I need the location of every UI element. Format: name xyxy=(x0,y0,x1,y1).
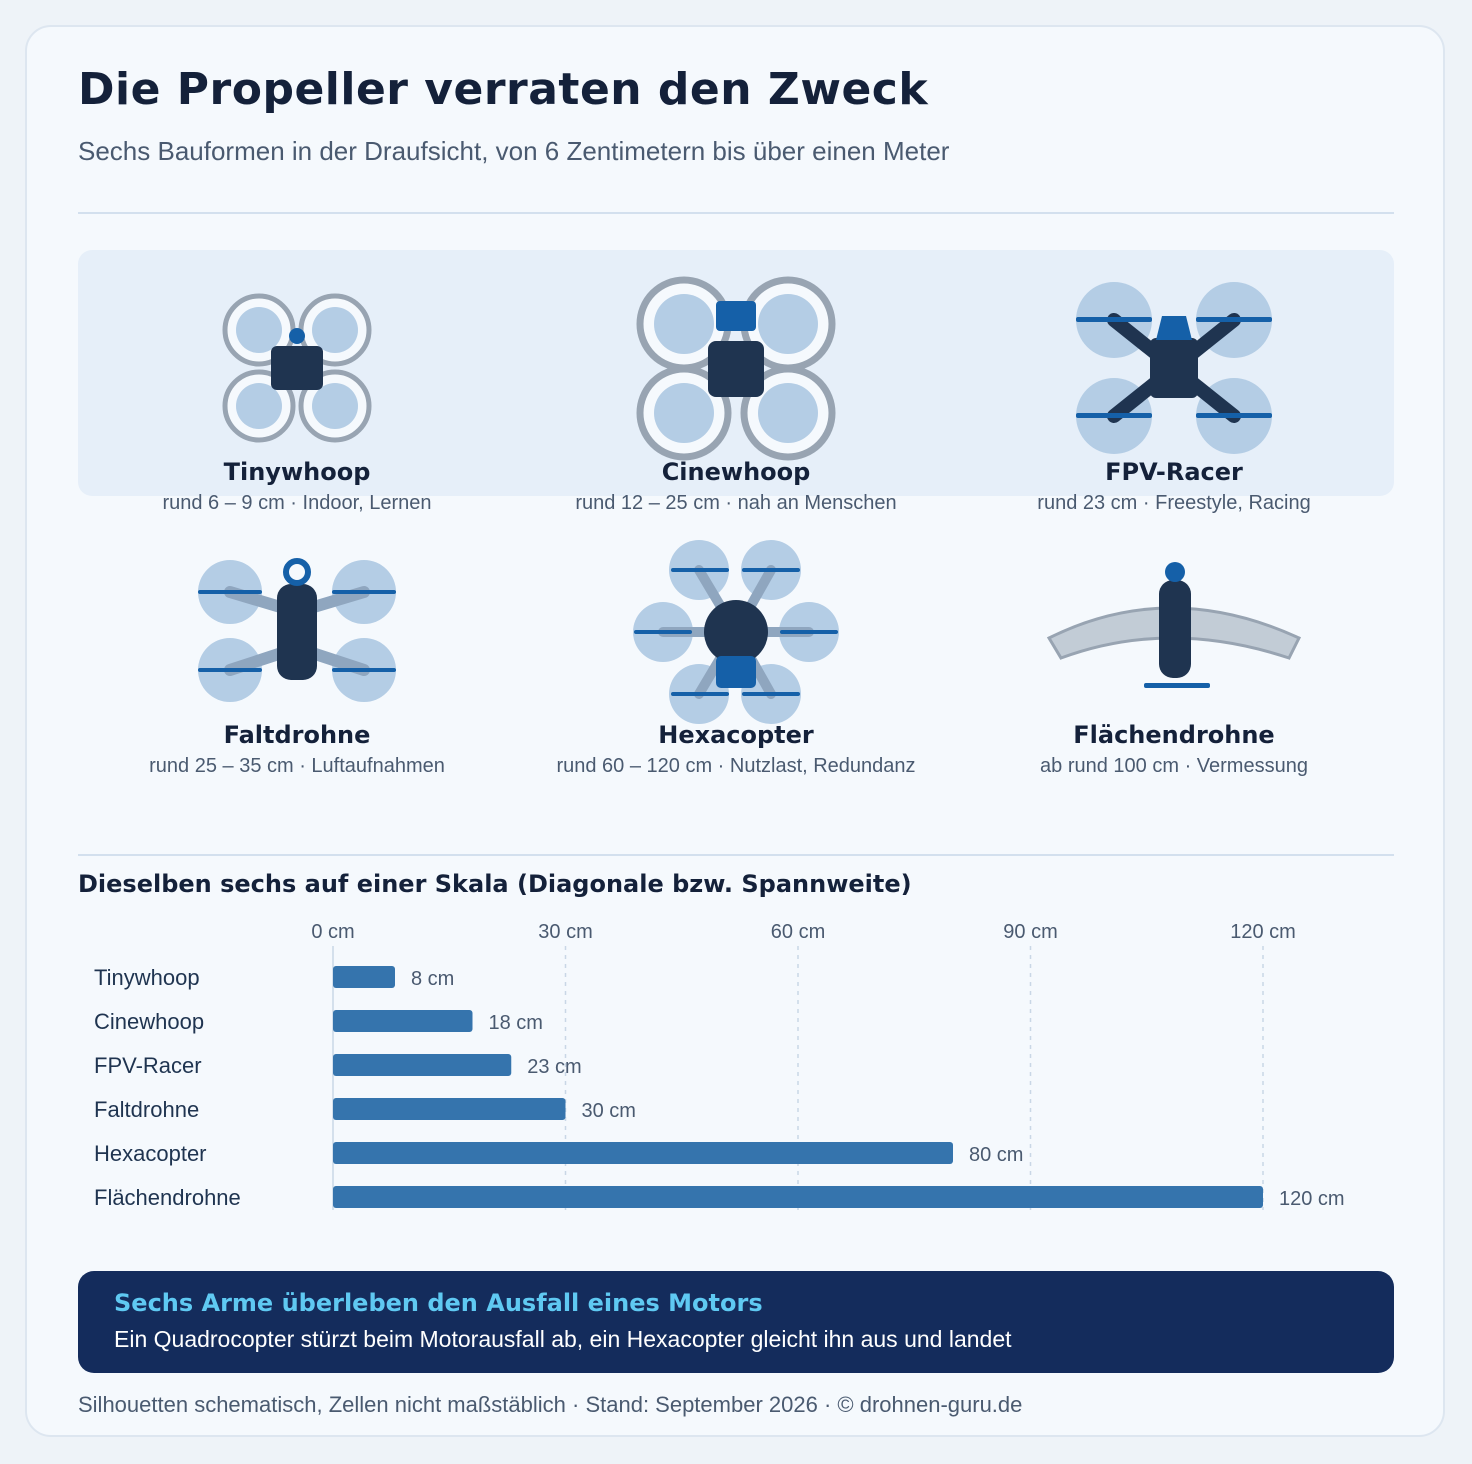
category-label: Faltdrohne xyxy=(94,1097,199,1122)
category-label: Tinywhoop xyxy=(94,965,200,990)
drone-desc: rund 25 – 35 cm · Luftaufnahmen xyxy=(149,755,445,777)
x-tick-label: 90 cm xyxy=(1003,921,1057,943)
x-tick-label: 0 cm xyxy=(311,921,354,943)
drone-cell-hexacopter xyxy=(516,538,956,728)
category-label: Flächendrohne xyxy=(94,1185,241,1210)
drone-desc: rund 12 – 25 cm · nah an Menschen xyxy=(575,492,897,514)
bar xyxy=(333,1142,953,1164)
x-tick-label: 60 cm xyxy=(771,921,825,943)
drone-name: Flächendrohne xyxy=(1073,721,1275,749)
callout-heading: Sechs Arme überleben den Ausfall eines M… xyxy=(114,1289,763,1317)
drone-cell-flaechendrohne xyxy=(954,556,1394,696)
chart-title: Dieselben sechs auf einer Skala (Diagona… xyxy=(78,870,912,898)
callout-banner: Sechs Arme überleben den Ausfall eines M… xyxy=(78,1271,1394,1373)
drone-desc: ab rund 100 cm · Vermessung xyxy=(1040,755,1308,777)
flaechendrohne-icon xyxy=(1046,562,1302,688)
bar xyxy=(333,1054,512,1076)
divider xyxy=(78,212,1394,214)
drone-cell-tinywhoop xyxy=(77,288,517,448)
bar xyxy=(333,1010,473,1032)
value-label: 30 cm xyxy=(582,1100,636,1122)
callout-text: Ein Quadrocopter stürzt beim Motorausfal… xyxy=(114,1326,1012,1352)
category-label: Cinewhoop xyxy=(94,1009,204,1034)
drone-cell-cinewhoop xyxy=(516,274,956,464)
drone-name: Cinewhoop xyxy=(661,458,811,486)
x-tick-label: 120 cm xyxy=(1230,921,1296,943)
hexacopter-icon xyxy=(633,540,839,724)
drone-name: Hexacopter xyxy=(658,721,814,749)
x-tick-label: 30 cm xyxy=(538,921,592,943)
bar xyxy=(333,966,395,988)
drone-name: FPV-Racer xyxy=(1105,458,1243,486)
page-title: Die Propeller verraten den Zweck xyxy=(78,64,929,115)
bar xyxy=(333,1186,1263,1208)
page-subtitle: Sechs Bauformen in der Draufsicht, von 6… xyxy=(78,136,950,166)
value-label: 80 cm xyxy=(969,1144,1023,1166)
drone-desc: rund 6 – 9 cm · Indoor, Lernen xyxy=(162,492,432,514)
drone-cell-fpv-racer xyxy=(954,280,1394,460)
category-label: Hexacopter xyxy=(94,1141,207,1166)
cinewhoop-icon xyxy=(636,276,836,461)
value-label: 18 cm xyxy=(489,1012,543,1034)
drone-desc: rund 23 cm · Freestyle, Racing xyxy=(1037,492,1311,514)
faltdrohne-icon xyxy=(198,558,396,702)
footer-note: Silhouetten schematisch, Zellen nicht ma… xyxy=(78,1392,1023,1417)
value-label: 8 cm xyxy=(411,968,454,990)
drone-cell-faltdrohne xyxy=(77,552,517,712)
category-label: FPV-Racer xyxy=(94,1053,202,1078)
bar xyxy=(333,1098,566,1120)
fpv-racer-icon xyxy=(1076,282,1272,454)
drone-desc: rund 60 – 120 cm · Nutzlast, Redundanz xyxy=(556,755,916,777)
value-label: 23 cm xyxy=(527,1056,581,1078)
value-label: 120 cm xyxy=(1279,1188,1345,1210)
tinywhoop-icon xyxy=(222,293,372,443)
drone-name: Faltdrohne xyxy=(223,721,371,749)
divider xyxy=(78,854,1394,856)
drone-name: Tinywhoop xyxy=(223,458,371,486)
bar-chart: 0 cm 30 cm 60 cm 90 cm 120 cm Tinywhoop 8 cm Ci… xyxy=(94,921,1345,1210)
